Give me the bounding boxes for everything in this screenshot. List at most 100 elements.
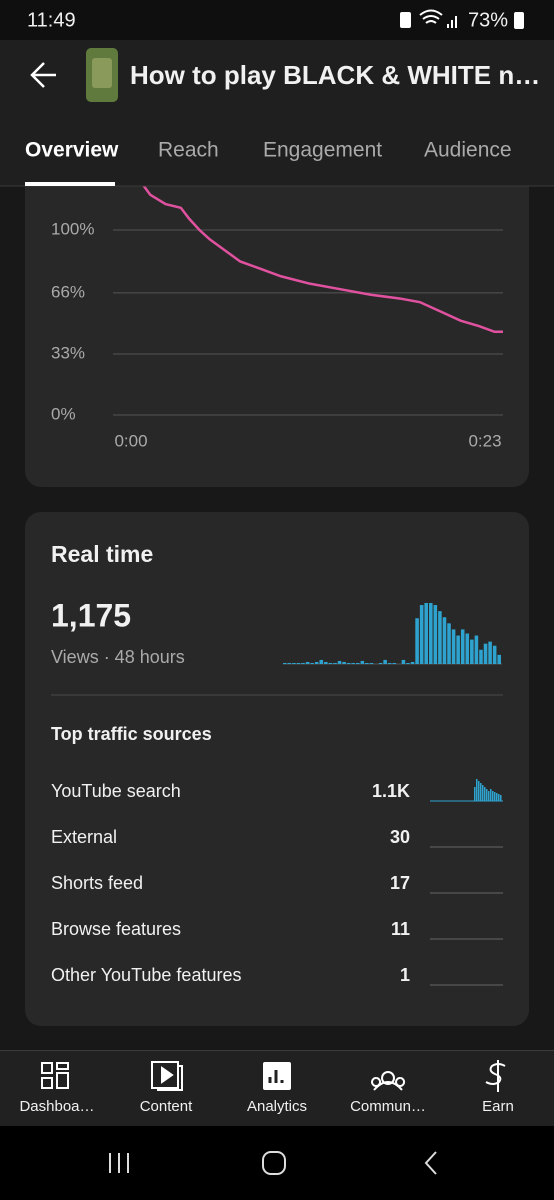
nav-label[interactable]: Commun… xyxy=(350,1098,426,1115)
battery-icon xyxy=(514,12,524,29)
bar xyxy=(447,623,451,664)
nav-label[interactable]: Analytics xyxy=(247,1098,307,1115)
wifi-icon xyxy=(419,9,443,24)
bar xyxy=(383,659,387,664)
sparkline-bar xyxy=(500,795,502,801)
sparkline-bar xyxy=(490,789,492,801)
status-bar xyxy=(0,0,554,40)
bar xyxy=(356,662,360,664)
bar xyxy=(479,649,483,664)
bar xyxy=(456,635,460,664)
system-nav xyxy=(0,1126,554,1200)
bar xyxy=(415,618,419,664)
icon xyxy=(41,1077,53,1089)
traffic-value: 11 xyxy=(391,919,410,939)
bar xyxy=(301,662,305,664)
retention-card xyxy=(25,186,529,487)
icon xyxy=(400,12,411,28)
icon xyxy=(41,1062,53,1074)
signal-icon xyxy=(447,16,457,28)
views-caption: Views · 48 hours xyxy=(51,647,185,667)
traffic-value: 1.1K xyxy=(372,781,410,801)
icon xyxy=(371,1071,406,1091)
tab-indicator xyxy=(25,182,115,186)
icon xyxy=(151,1061,179,1089)
bar xyxy=(283,662,287,664)
nav-label[interactable]: Dashboa… xyxy=(19,1098,94,1115)
sparkline-bar xyxy=(484,787,486,801)
traffic-source[interactable]: Browse features xyxy=(51,919,181,939)
tab[interactable]: Engagement xyxy=(263,139,382,162)
bar xyxy=(319,659,324,664)
sparkline-bar xyxy=(478,781,480,801)
bar xyxy=(419,605,424,664)
bar xyxy=(424,603,428,664)
section-title: Top traffic sources xyxy=(51,724,212,744)
bar xyxy=(406,662,410,664)
nav-label[interactable]: Earn xyxy=(482,1098,514,1115)
icon xyxy=(268,1070,284,1083)
bar xyxy=(465,633,470,664)
x-tick-label: 0:00 xyxy=(114,431,147,450)
traffic-value: 30 xyxy=(390,827,410,847)
icon xyxy=(56,1072,69,1089)
bar xyxy=(342,661,346,664)
y-tick-label: 33% xyxy=(51,343,85,362)
recents-button[interactable] xyxy=(109,1153,129,1173)
sparkline-bar xyxy=(476,779,478,801)
bar xyxy=(333,662,337,664)
icon xyxy=(56,1062,69,1070)
bar xyxy=(470,639,474,664)
bar xyxy=(488,641,492,664)
bar xyxy=(474,635,479,664)
bar xyxy=(360,660,365,664)
icon xyxy=(157,1065,183,1091)
bar xyxy=(460,629,465,664)
bar xyxy=(324,661,328,664)
bar xyxy=(497,654,501,664)
y-tick-label: 100% xyxy=(51,219,94,238)
bar xyxy=(451,629,456,664)
retention-line xyxy=(142,186,503,333)
traffic-value: 1 xyxy=(400,965,410,985)
sparkline-bar xyxy=(498,794,500,801)
sparkline-bar xyxy=(492,791,494,801)
icon xyxy=(161,1066,174,1084)
bar xyxy=(429,603,433,664)
clock: 11:49 xyxy=(27,9,76,31)
bar xyxy=(410,661,415,664)
nav-icons xyxy=(41,1060,506,1092)
traffic-source[interactable]: Shorts feed xyxy=(51,873,143,893)
sparkline-bar xyxy=(482,785,484,801)
traffic-source[interactable]: YouTube search xyxy=(51,781,181,801)
scroll-area: Real time 1,175 Views · 48 hours Top tra… xyxy=(25,186,529,1026)
y-tick-label: 66% xyxy=(51,282,85,301)
tab[interactable]: Reach xyxy=(158,139,219,162)
bar xyxy=(433,605,438,664)
bar xyxy=(328,662,333,664)
bar xyxy=(346,662,351,664)
bar xyxy=(438,611,442,664)
back-button[interactable] xyxy=(30,62,56,88)
bar xyxy=(292,662,296,664)
thumbnail-detail xyxy=(92,58,112,88)
back-nav-button[interactable] xyxy=(424,1151,437,1175)
bar xyxy=(387,662,392,664)
sparkline-bar xyxy=(480,783,482,801)
realtime-card xyxy=(25,512,529,1026)
bar xyxy=(369,662,374,664)
traffic-source[interactable]: Other YouTube features xyxy=(51,965,241,985)
bar xyxy=(314,661,319,664)
traffic-source[interactable]: External xyxy=(51,827,117,847)
nav-label[interactable]: Content xyxy=(140,1098,193,1115)
video-title: How to play BLACK & WHITE n… xyxy=(130,60,540,90)
tab[interactable]: Overview xyxy=(25,139,119,162)
bar xyxy=(310,662,314,664)
sparkline-bar xyxy=(488,791,490,801)
bar xyxy=(442,617,447,664)
home-button[interactable] xyxy=(262,1151,286,1175)
sparkline-bar xyxy=(486,789,488,801)
tab[interactable]: Audience xyxy=(424,139,512,162)
y-tick-label: 0% xyxy=(51,404,76,423)
